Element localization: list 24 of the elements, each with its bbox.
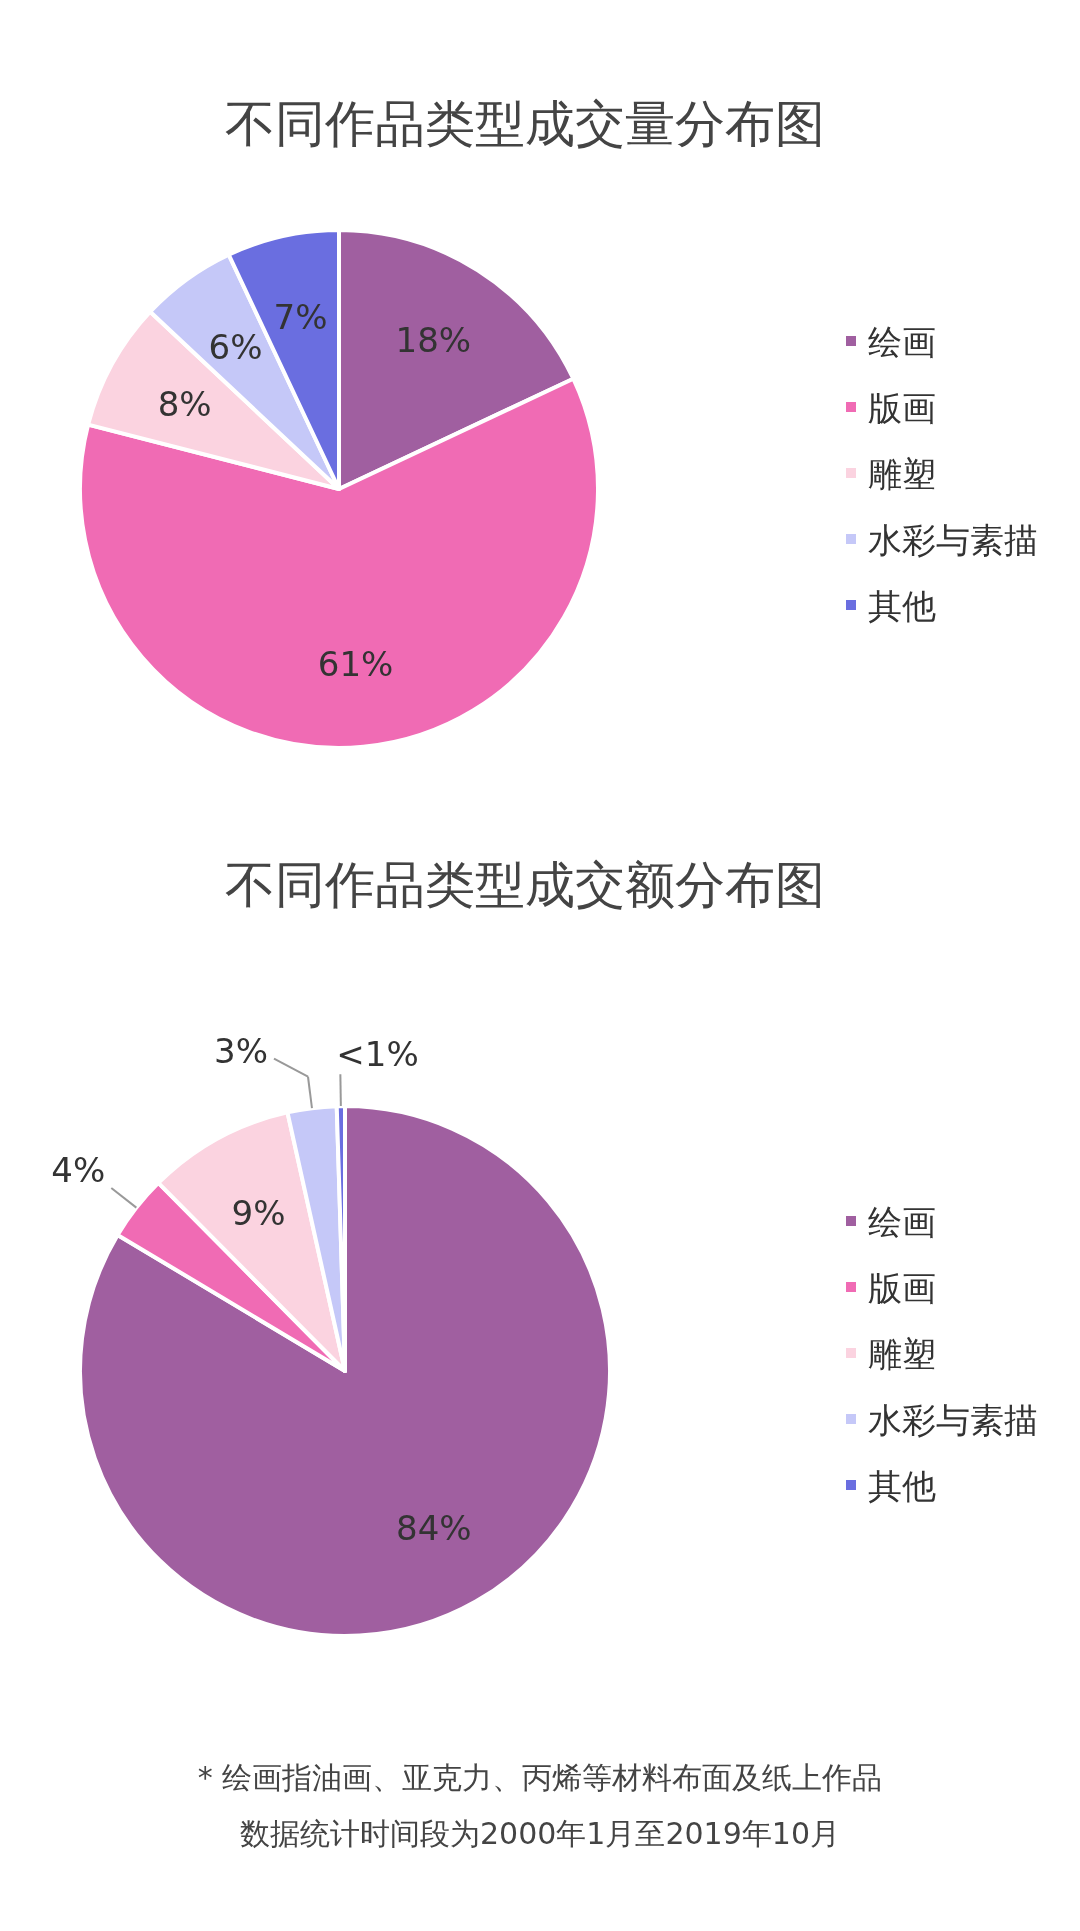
legend-label: 其他 xyxy=(868,586,936,626)
legend-label: 雕塑 xyxy=(868,454,936,494)
data-label: 3% xyxy=(214,1030,268,1071)
data-label: <1% xyxy=(336,1034,419,1075)
legend-label: 版画 xyxy=(868,388,936,428)
chart-title: 不同作品类型成交额分布图 xyxy=(225,856,825,914)
data-label: 84% xyxy=(396,1507,472,1548)
legend-label: 绘画 xyxy=(868,1202,936,1242)
legend-label: 其他 xyxy=(868,1466,936,1506)
legend-label: 水彩与素描 xyxy=(868,520,1038,560)
data-label: 61% xyxy=(317,644,394,685)
data-label: 9% xyxy=(231,1192,286,1233)
legend-label: 水彩与素描 xyxy=(868,1400,1038,1440)
text: * 绘画指油画、亚克力、丙烯等材料布面及纸上作品 xyxy=(197,1760,883,1795)
legend-label: 版画 xyxy=(868,1268,936,1308)
data-label: 8% xyxy=(157,384,212,425)
legend-label: 绘画 xyxy=(868,322,936,362)
chart-title: 不同作品类型成交量分布图 xyxy=(225,95,825,153)
data-label: 18% xyxy=(395,320,472,361)
data-label: 4% xyxy=(51,1150,106,1191)
legend-label: 雕塑 xyxy=(868,1334,936,1374)
data-label: 6% xyxy=(208,326,263,367)
data-label: 7% xyxy=(273,297,328,338)
text: 数据统计时间段为2000年1月至2019年10月 xyxy=(240,1816,840,1851)
